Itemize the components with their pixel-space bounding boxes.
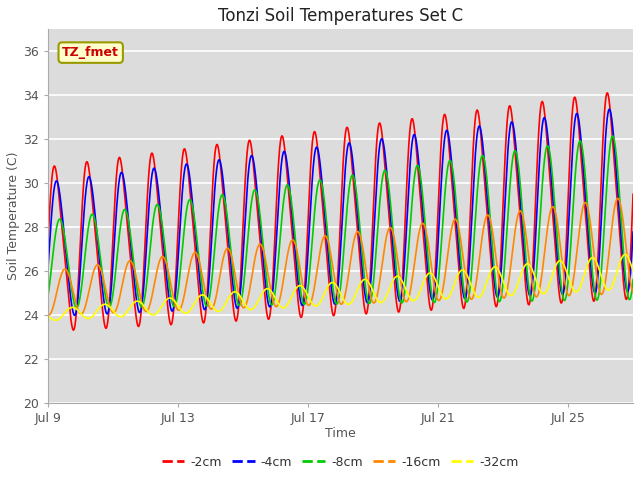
-2cm	[525, 302, 533, 308]
-2cm	[150, 158, 158, 164]
Line: -2cm: -2cm	[47, 93, 633, 330]
-4cm	[605, 107, 613, 112]
-2cm	[44, 246, 51, 252]
-4cm	[629, 229, 637, 235]
Line: -8cm: -8cm	[47, 136, 633, 308]
-32cm	[629, 268, 637, 274]
-16cm	[44, 312, 51, 318]
-32cm	[621, 252, 629, 257]
-2cm	[70, 327, 77, 333]
-32cm	[268, 288, 275, 294]
-16cm	[395, 266, 403, 272]
-16cm	[424, 242, 432, 248]
-16cm	[45, 312, 52, 318]
-8cm	[525, 287, 533, 293]
-2cm	[424, 293, 432, 299]
-32cm	[44, 312, 51, 318]
Y-axis label: Soil Temperature (C): Soil Temperature (C)	[7, 152, 20, 280]
-16cm	[481, 220, 488, 226]
-8cm	[73, 305, 81, 311]
-32cm	[395, 274, 403, 279]
-4cm	[525, 291, 533, 297]
-16cm	[629, 289, 637, 295]
-4cm	[268, 300, 275, 305]
-2cm	[481, 179, 488, 184]
-32cm	[52, 317, 60, 323]
Line: -4cm: -4cm	[47, 109, 633, 315]
-4cm	[44, 271, 51, 276]
-8cm	[629, 277, 637, 283]
Text: TZ_fmet: TZ_fmet	[62, 46, 119, 59]
-2cm	[395, 309, 403, 315]
-16cm	[150, 283, 158, 288]
-8cm	[150, 212, 158, 217]
-8cm	[395, 289, 403, 295]
Legend: -2cm, -4cm, -8cm, -16cm, -32cm: -2cm, -4cm, -8cm, -16cm, -32cm	[157, 451, 524, 474]
-8cm	[268, 302, 275, 308]
-32cm	[424, 271, 432, 276]
Line: -16cm: -16cm	[47, 198, 633, 315]
-8cm	[44, 295, 51, 300]
-32cm	[150, 312, 158, 318]
-4cm	[150, 165, 158, 171]
-4cm	[395, 297, 403, 302]
-16cm	[525, 257, 533, 263]
-2cm	[268, 299, 275, 304]
-8cm	[609, 133, 616, 139]
Line: -32cm: -32cm	[47, 254, 633, 320]
-8cm	[481, 158, 488, 164]
-16cm	[614, 195, 621, 201]
-32cm	[481, 285, 488, 291]
-8cm	[424, 262, 432, 267]
-2cm	[604, 90, 611, 96]
X-axis label: Time: Time	[325, 427, 356, 440]
-2cm	[629, 192, 637, 197]
-32cm	[525, 262, 533, 267]
-4cm	[481, 161, 488, 167]
-4cm	[71, 312, 79, 318]
Title: Tonzi Soil Temperatures Set C: Tonzi Soil Temperatures Set C	[218, 7, 463, 25]
-4cm	[424, 275, 432, 281]
-16cm	[268, 291, 275, 297]
